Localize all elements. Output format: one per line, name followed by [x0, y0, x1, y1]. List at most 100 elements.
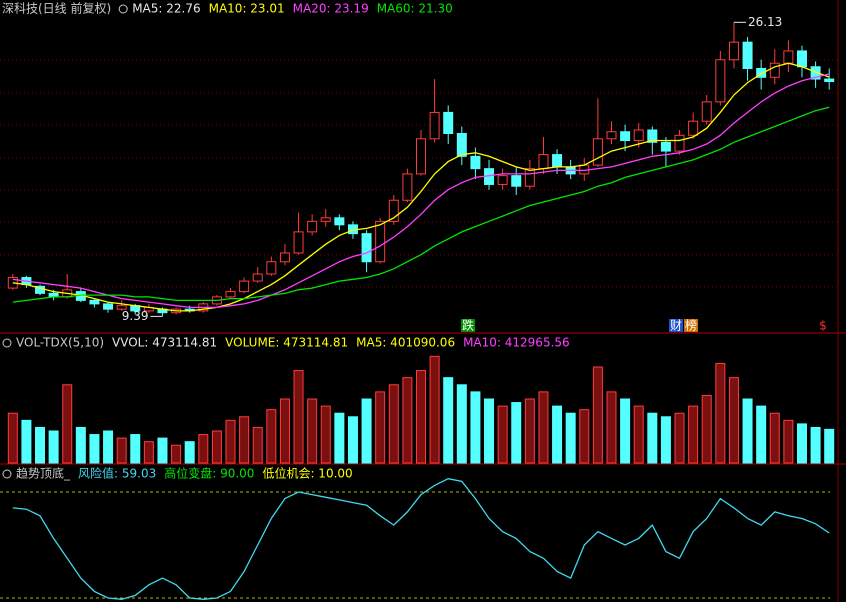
volume-bar	[416, 370, 426, 464]
volume-bar	[7, 412, 18, 464]
volume-bar	[606, 391, 617, 464]
marker-box	[669, 319, 683, 332]
candle-body	[524, 168, 535, 187]
volume-bar	[824, 428, 835, 464]
panel-icon	[2, 469, 12, 479]
volume-bar	[89, 434, 100, 464]
candle-body	[620, 131, 631, 142]
volume-bar	[116, 437, 127, 464]
legend-entry: 低位机会: 10.00	[262, 466, 352, 481]
volume-bar	[443, 377, 454, 464]
volume-bar	[742, 398, 753, 464]
marker: 财	[670, 319, 682, 333]
volume-bar	[334, 412, 345, 464]
candle-body	[470, 155, 481, 170]
volume-bar	[470, 391, 481, 464]
candle-body	[633, 129, 644, 142]
marker-box	[461, 319, 475, 332]
candle-body	[116, 305, 127, 310]
volume-bar	[524, 398, 535, 464]
volume-bar	[633, 405, 644, 464]
candle-body	[388, 199, 399, 222]
volume-bar	[211, 430, 222, 464]
candle-body	[443, 111, 454, 135]
volume-bar	[293, 370, 304, 464]
candle-body	[89, 299, 100, 305]
candle-body	[266, 261, 277, 275]
panel-title: VOL-TDX(5,10)	[16, 336, 104, 350]
volume-bar	[35, 426, 46, 464]
volume-bar	[103, 430, 114, 464]
legend-entry: VVOL: 473114.81	[112, 336, 217, 350]
volume-bar	[728, 377, 739, 464]
candle-body	[320, 217, 331, 222]
volume-bar	[552, 405, 563, 464]
volume-bar	[130, 434, 141, 464]
volume-bar	[279, 398, 290, 464]
volume-bar	[660, 416, 671, 464]
volume-bar	[810, 426, 821, 464]
panel-icon	[118, 4, 128, 14]
ma-line	[12, 106, 830, 303]
volume-bar	[756, 405, 767, 464]
panel-title: 趋势顶底_	[16, 466, 71, 481]
ma-line	[12, 62, 830, 312]
legend-entry: 高位变盘: 90.00	[164, 466, 254, 481]
candle-body	[103, 303, 114, 310]
volume-bar	[565, 412, 576, 464]
candle-body	[715, 59, 726, 103]
marker: $	[819, 319, 827, 333]
volume-bar	[497, 405, 508, 464]
candle-body	[796, 50, 807, 68]
volume-bar	[484, 398, 495, 464]
marker: 榜	[685, 318, 697, 333]
volume-bar	[48, 430, 59, 464]
ma-line	[12, 73, 830, 309]
candle-body	[239, 280, 250, 293]
volume-bar	[266, 409, 277, 464]
candle-body	[606, 131, 617, 140]
volume-bar	[592, 366, 603, 464]
volume-bar	[184, 441, 195, 464]
volume-bar	[701, 394, 712, 464]
volume-bar	[674, 412, 685, 464]
candle-body	[756, 68, 767, 78]
candle-body	[361, 233, 372, 263]
volume-bar	[157, 437, 168, 464]
volume-bar	[198, 434, 209, 464]
volume-bar	[429, 355, 440, 464]
panel-title: 深科技(日线 前复权)	[2, 1, 111, 16]
volume-bar	[647, 412, 658, 464]
candle-body	[307, 220, 318, 233]
risk-line	[12, 478, 830, 600]
volume-bar	[538, 391, 549, 464]
volume-bar	[225, 419, 236, 464]
candle-body	[701, 101, 712, 122]
candle-body	[552, 154, 563, 168]
legend-entry: MA5: 22.76	[132, 2, 200, 16]
candle-body	[783, 50, 794, 64]
candle-body	[225, 291, 236, 298]
volume-bar	[579, 409, 590, 464]
volume-bar	[688, 405, 699, 464]
volume-bar	[361, 398, 372, 464]
volume-bar	[511, 402, 522, 464]
candle-body	[660, 141, 671, 152]
volume-bar	[402, 377, 413, 464]
legend-entry: MA60: 21.30	[377, 2, 453, 16]
candle-body	[429, 111, 440, 140]
candle-body	[742, 41, 753, 70]
candle-body	[688, 120, 699, 136]
candle-body	[769, 62, 780, 78]
volume-bar	[21, 419, 32, 464]
candle-body	[824, 78, 835, 83]
annotation: 9.39	[122, 309, 149, 323]
legend-entry: MA5: 401090.06	[356, 336, 455, 350]
candle-body	[402, 173, 413, 201]
volume-bar	[783, 419, 794, 464]
candle-body	[511, 175, 522, 187]
marker-box	[684, 319, 698, 332]
volume-bar	[347, 416, 358, 464]
annotation: 26.13	[748, 15, 782, 29]
